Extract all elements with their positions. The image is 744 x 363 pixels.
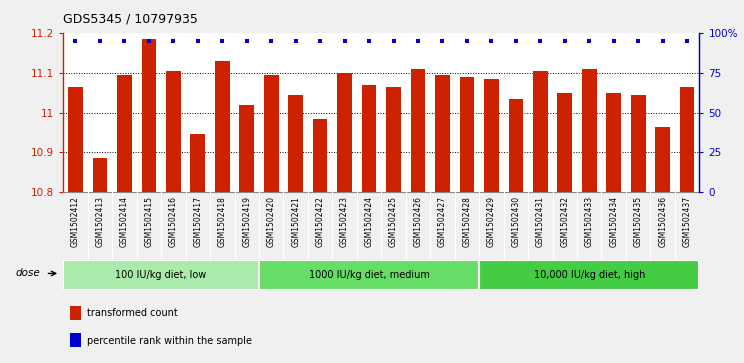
Text: GSM1502432: GSM1502432: [560, 196, 569, 247]
Bar: [606, 93, 621, 192]
Text: GSM1502419: GSM1502419: [243, 196, 251, 247]
Bar: [70, 306, 81, 320]
Point: [388, 38, 400, 44]
Point: [167, 38, 179, 44]
Text: GSM1502429: GSM1502429: [487, 196, 496, 247]
Text: GSM1502428: GSM1502428: [463, 196, 472, 246]
Bar: [509, 99, 523, 192]
Text: GSM1502416: GSM1502416: [169, 196, 178, 247]
Text: 100 IU/kg diet, low: 100 IU/kg diet, low: [115, 270, 207, 280]
Point: [192, 38, 204, 44]
Text: GSM1502423: GSM1502423: [340, 196, 349, 247]
Point: [94, 38, 106, 44]
Bar: [533, 70, 548, 192]
Bar: [435, 74, 450, 192]
Bar: [166, 70, 181, 192]
Bar: [117, 74, 132, 192]
Bar: [68, 87, 83, 192]
Text: 10,000 IU/kg diet, high: 10,000 IU/kg diet, high: [533, 270, 645, 280]
Point: [657, 38, 669, 44]
Text: GSM1502427: GSM1502427: [438, 196, 447, 247]
Bar: [460, 77, 474, 192]
Bar: [264, 74, 278, 192]
Bar: [631, 95, 646, 192]
Bar: [484, 78, 498, 192]
Text: GSM1502431: GSM1502431: [536, 196, 545, 247]
Text: percentile rank within the sample: percentile rank within the sample: [87, 336, 252, 346]
Text: GSM1502436: GSM1502436: [658, 196, 667, 247]
Point: [437, 38, 449, 44]
Text: GSM1502426: GSM1502426: [414, 196, 423, 247]
Point: [534, 38, 546, 44]
Point: [289, 38, 301, 44]
Bar: [92, 159, 107, 192]
Text: GSM1502417: GSM1502417: [193, 196, 202, 247]
Text: GSM1502435: GSM1502435: [634, 196, 643, 247]
Point: [314, 38, 326, 44]
Bar: [240, 105, 254, 192]
Bar: [411, 69, 426, 192]
Point: [632, 38, 644, 44]
Point: [608, 38, 620, 44]
Point: [363, 38, 375, 44]
Point: [241, 38, 253, 44]
Text: 1000 IU/kg diet, medium: 1000 IU/kg diet, medium: [309, 270, 429, 280]
Text: GDS5345 / 10797935: GDS5345 / 10797935: [63, 13, 198, 26]
Point: [69, 38, 81, 44]
Text: GSM1502422: GSM1502422: [315, 196, 324, 246]
Point: [559, 38, 571, 44]
Bar: [362, 85, 376, 192]
Text: GSM1502412: GSM1502412: [71, 196, 80, 246]
Point: [682, 38, 693, 44]
Bar: [386, 87, 401, 192]
Text: dose: dose: [16, 268, 41, 278]
Text: GSM1502421: GSM1502421: [291, 196, 300, 246]
Point: [217, 38, 228, 44]
Bar: [312, 119, 327, 192]
FancyBboxPatch shape: [63, 260, 259, 290]
Point: [143, 38, 155, 44]
Text: transformed count: transformed count: [87, 308, 178, 318]
Bar: [680, 87, 694, 192]
Bar: [70, 333, 81, 347]
Point: [485, 38, 497, 44]
Point: [412, 38, 424, 44]
Point: [118, 38, 130, 44]
FancyBboxPatch shape: [259, 260, 479, 290]
Point: [339, 38, 350, 44]
Bar: [215, 61, 230, 192]
Point: [510, 38, 522, 44]
Text: GSM1502425: GSM1502425: [389, 196, 398, 247]
FancyBboxPatch shape: [479, 260, 699, 290]
Text: GSM1502414: GSM1502414: [120, 196, 129, 247]
Bar: [557, 93, 572, 192]
Bar: [141, 38, 156, 192]
Point: [266, 38, 278, 44]
Bar: [289, 95, 303, 192]
Point: [461, 38, 473, 44]
Text: GSM1502420: GSM1502420: [266, 196, 276, 247]
Bar: [190, 135, 205, 192]
Text: GSM1502434: GSM1502434: [609, 196, 618, 247]
Point: [583, 38, 595, 44]
Text: GSM1502418: GSM1502418: [218, 196, 227, 246]
Text: GSM1502424: GSM1502424: [365, 196, 373, 247]
Text: GSM1502413: GSM1502413: [95, 196, 104, 247]
Bar: [582, 69, 597, 192]
Text: GSM1502415: GSM1502415: [144, 196, 153, 247]
Text: GSM1502433: GSM1502433: [585, 196, 594, 247]
Bar: [337, 73, 352, 192]
Text: GSM1502437: GSM1502437: [683, 196, 692, 247]
Bar: [655, 127, 670, 192]
Text: GSM1502430: GSM1502430: [511, 196, 520, 247]
